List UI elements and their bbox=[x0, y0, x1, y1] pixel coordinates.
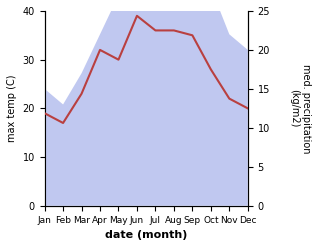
X-axis label: date (month): date (month) bbox=[105, 230, 187, 240]
Y-axis label: max temp (C): max temp (C) bbox=[7, 75, 17, 142]
Y-axis label: med. precipitation
(kg/m2): med. precipitation (kg/m2) bbox=[289, 64, 311, 153]
